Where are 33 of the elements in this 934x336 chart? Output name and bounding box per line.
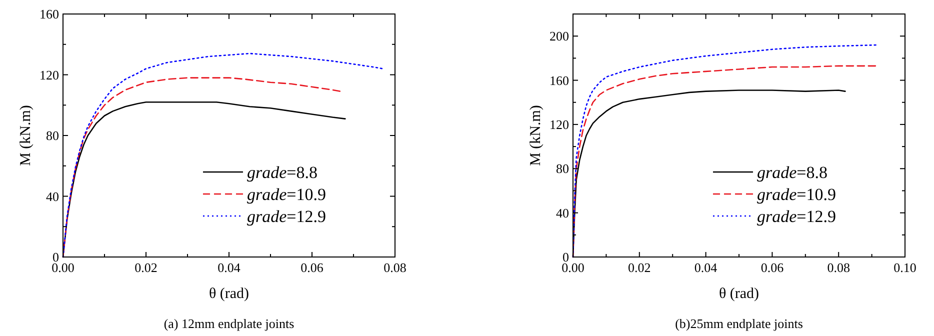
x-axis-title: θ (rad) bbox=[208, 286, 250, 302]
y-tick-label: 160 bbox=[40, 6, 59, 22]
x-axis-title: θ (rad) bbox=[718, 286, 760, 302]
x-tick-label: 0.08 bbox=[384, 260, 406, 275]
legend-label: grade=12.9 bbox=[247, 207, 326, 226]
y-tick-label: 80 bbox=[46, 128, 59, 143]
y-tick-label: 120 bbox=[40, 67, 59, 82]
legend-label: grade=8.8 bbox=[247, 163, 318, 182]
y-axis-title: M (kN.m) bbox=[528, 105, 544, 166]
x-tick-label: 0.02 bbox=[134, 260, 158, 275]
x-tick-label: 0.04 bbox=[218, 260, 241, 275]
x-tick-label: 0.02 bbox=[628, 260, 651, 275]
y-tick-label: 0 bbox=[52, 250, 59, 264]
y-tick-label: 200 bbox=[550, 28, 569, 44]
text: (b)25mm endplate joints bbox=[675, 316, 803, 331]
legend-label: grade=10.9 bbox=[247, 185, 326, 204]
x-tick-label: 0.10 bbox=[894, 260, 916, 275]
y-axis-title: M (kN.m) bbox=[18, 105, 34, 166]
x-tick-label: 0.08 bbox=[827, 260, 850, 275]
x-tick-label: 0.06 bbox=[300, 260, 324, 275]
y-tick-label: 40 bbox=[46, 188, 59, 204]
y-tick-label: 0 bbox=[562, 250, 569, 264]
y-tick-label: 160 bbox=[550, 72, 569, 88]
legend-label: grade=12.9 bbox=[757, 207, 836, 226]
legend-label: grade=10.9 bbox=[757, 185, 836, 204]
x-tick-label: 0.04 bbox=[694, 260, 718, 275]
y-tick-label: 80 bbox=[556, 161, 569, 176]
x-tick-label: 0.06 bbox=[760, 260, 784, 275]
y-tick-label: 120 bbox=[550, 116, 569, 132]
legend-label: grade=8.8 bbox=[757, 163, 828, 182]
y-tick-label: 40 bbox=[556, 205, 569, 220]
text: (a) 12mm endplate joints bbox=[164, 316, 294, 331]
line-series bbox=[62, 52, 384, 258]
